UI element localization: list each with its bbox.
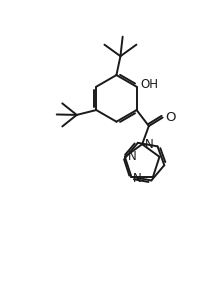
Text: N: N <box>145 138 154 151</box>
Text: O: O <box>165 111 175 124</box>
Text: N: N <box>127 150 136 163</box>
Text: OH: OH <box>141 77 159 90</box>
Text: N: N <box>133 173 142 185</box>
